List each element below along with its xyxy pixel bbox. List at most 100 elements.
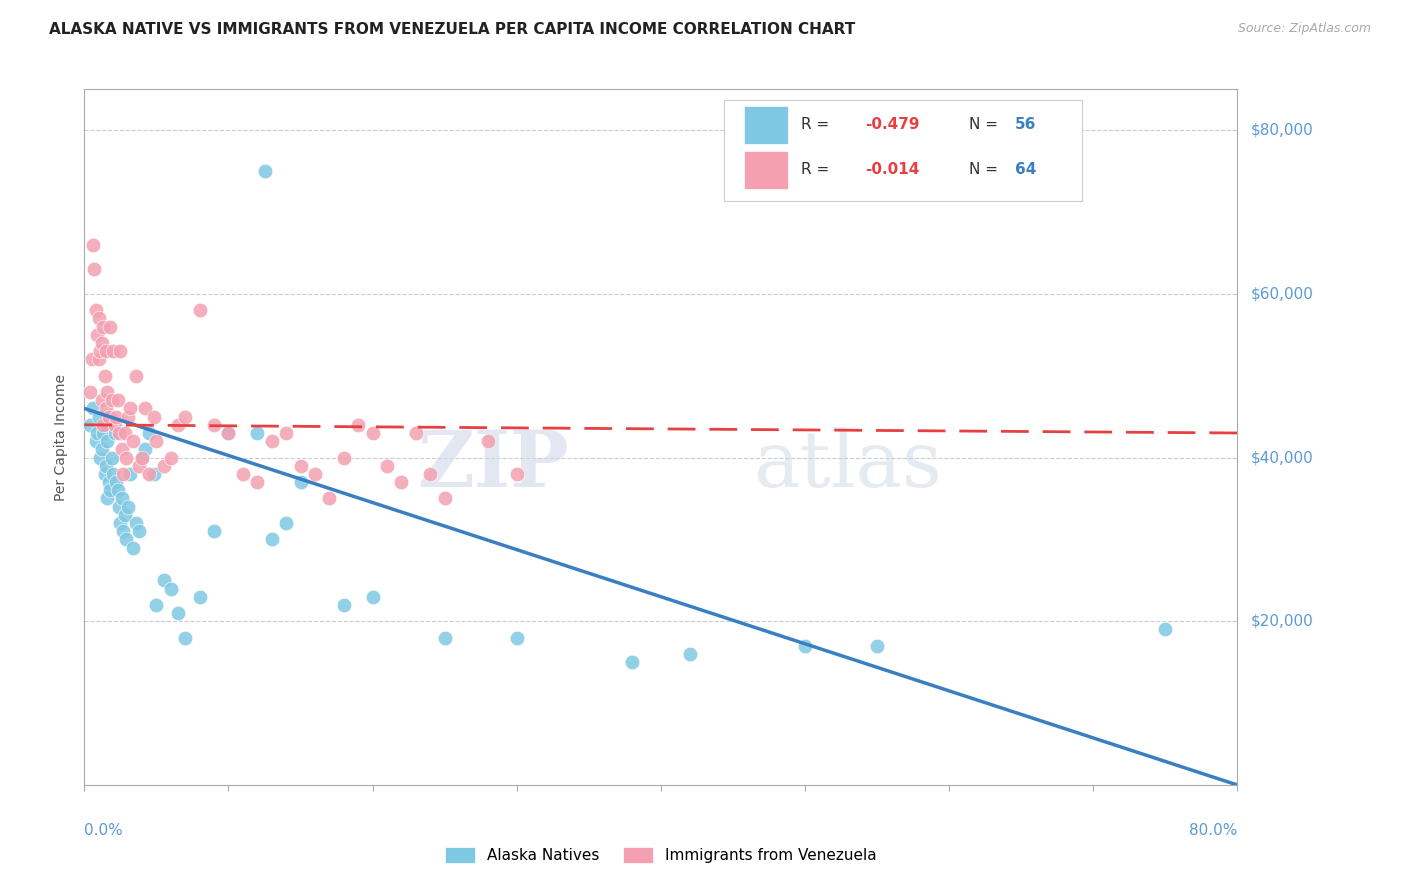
Point — [98, 319, 121, 334]
Point — [142, 467, 165, 481]
Point — [80, 352, 103, 367]
Text: N =: N = — [969, 162, 1002, 177]
Point — [128, 458, 150, 473]
Point — [104, 417, 127, 432]
Text: Source: ZipAtlas.com: Source: ZipAtlas.com — [1237, 22, 1371, 36]
Point — [103, 344, 124, 359]
Point — [128, 524, 150, 539]
Point — [84, 303, 107, 318]
Point — [103, 467, 124, 481]
Text: ZIP: ZIP — [418, 427, 568, 503]
Point — [260, 533, 283, 547]
Text: 56: 56 — [1015, 117, 1036, 132]
Point — [1154, 623, 1177, 637]
Point — [131, 450, 153, 465]
Text: $20,000: $20,000 — [1251, 614, 1315, 629]
Point — [506, 467, 529, 481]
Point — [79, 417, 101, 432]
Point — [290, 458, 312, 473]
Point — [117, 409, 139, 424]
Text: R =: R = — [801, 162, 835, 177]
Point — [89, 450, 111, 465]
Point — [112, 524, 135, 539]
Point — [145, 434, 167, 449]
Point — [105, 409, 128, 424]
Point — [122, 434, 145, 449]
Point — [122, 541, 145, 555]
Point — [94, 417, 117, 432]
Point — [91, 417, 114, 432]
Point — [433, 631, 456, 645]
Point — [87, 311, 110, 326]
Point — [96, 434, 118, 449]
Point — [89, 344, 111, 359]
Point — [79, 385, 101, 400]
Point — [120, 467, 142, 481]
Point — [152, 458, 174, 473]
Point — [117, 500, 139, 514]
Point — [332, 450, 354, 465]
Point — [246, 475, 269, 489]
Point — [94, 344, 117, 359]
Text: $80,000: $80,000 — [1251, 122, 1315, 137]
Point — [188, 303, 211, 318]
Text: ALASKA NATIVE VS IMMIGRANTS FROM VENEZUELA PER CAPITA INCOME CORRELATION CHART: ALASKA NATIVE VS IMMIGRANTS FROM VENEZUE… — [49, 22, 855, 37]
Point — [419, 467, 441, 481]
Point — [108, 425, 131, 440]
Point — [91, 425, 114, 440]
Point — [97, 475, 120, 489]
Point — [152, 574, 174, 588]
FancyBboxPatch shape — [744, 151, 787, 189]
Point — [120, 401, 142, 416]
Legend: Alaska Natives, Immigrants from Venezuela: Alaska Natives, Immigrants from Venezuel… — [437, 839, 884, 871]
Point — [142, 409, 165, 424]
Point — [125, 368, 148, 383]
Point — [115, 533, 138, 547]
Point — [138, 467, 160, 481]
Point — [131, 450, 153, 465]
Point — [83, 262, 105, 277]
Text: 80.0%: 80.0% — [1189, 823, 1237, 838]
Point — [90, 335, 112, 350]
Point — [167, 417, 190, 432]
Point — [94, 401, 117, 416]
Point — [86, 425, 108, 440]
Y-axis label: Per Capita Income: Per Capita Income — [55, 374, 69, 500]
Text: N =: N = — [969, 117, 1002, 132]
Point — [100, 450, 122, 465]
Point — [260, 434, 283, 449]
Point — [217, 425, 239, 440]
Point — [108, 500, 131, 514]
Point — [793, 639, 815, 653]
Point — [134, 401, 156, 416]
Point — [145, 598, 167, 612]
Point — [167, 606, 190, 620]
Point — [112, 467, 135, 481]
Point — [866, 639, 889, 653]
Point — [90, 393, 112, 408]
Point — [361, 425, 384, 440]
Text: $60,000: $60,000 — [1251, 286, 1315, 301]
Point — [332, 598, 354, 612]
Point — [110, 516, 132, 530]
Point — [87, 352, 110, 367]
Point — [347, 417, 370, 432]
Point — [274, 425, 298, 440]
Point — [160, 450, 183, 465]
Point — [138, 425, 160, 440]
Text: R =: R = — [801, 117, 835, 132]
Point — [304, 467, 326, 481]
Point — [91, 319, 114, 334]
Point — [86, 327, 108, 342]
Point — [98, 483, 121, 498]
Point — [93, 467, 115, 481]
Point — [433, 491, 456, 506]
Point — [90, 442, 112, 457]
Point — [115, 450, 138, 465]
Point — [621, 655, 644, 669]
Point — [104, 425, 127, 440]
FancyBboxPatch shape — [744, 105, 787, 144]
Text: -0.479: -0.479 — [865, 117, 920, 132]
Point — [97, 409, 120, 424]
Point — [506, 631, 529, 645]
